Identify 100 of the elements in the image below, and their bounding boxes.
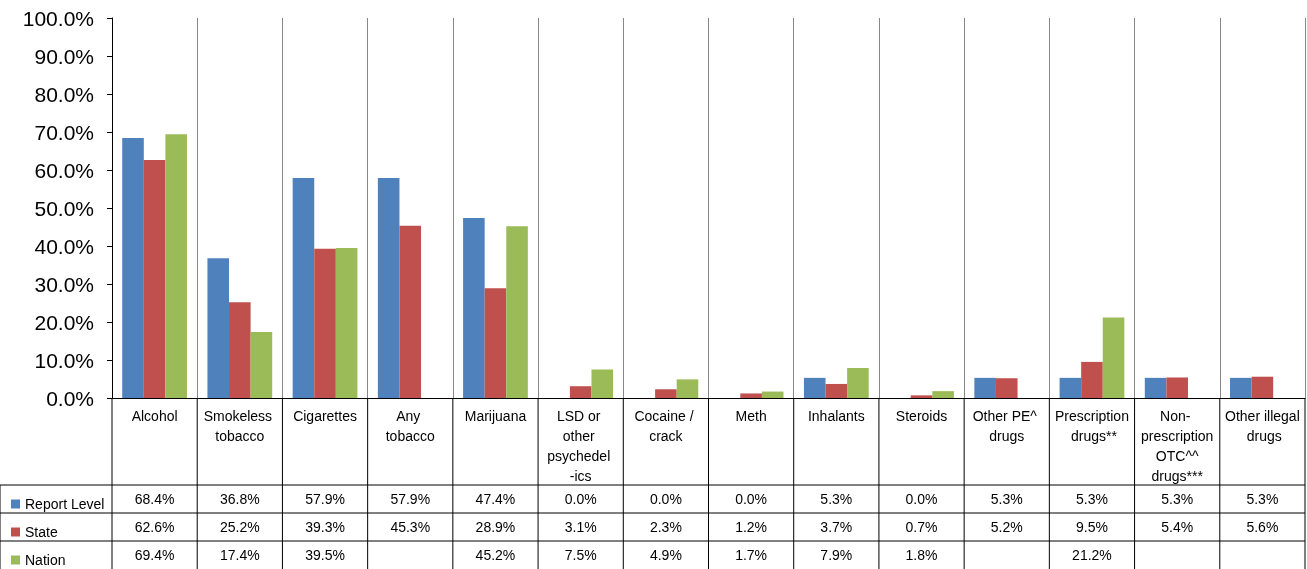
bar xyxy=(399,225,422,398)
data-label: 4.9% xyxy=(649,547,682,563)
data-label: 7.5% xyxy=(564,547,597,563)
x-tick-label: Smokeless tobacco xyxy=(203,408,276,444)
bar xyxy=(761,391,784,398)
y-tick-label: 90.0% xyxy=(34,44,94,68)
data-label: 47.4% xyxy=(475,491,516,507)
bar xyxy=(1166,377,1188,398)
y-tick-label: 80.0% xyxy=(34,82,94,106)
bar xyxy=(1144,377,1167,398)
data-label: 62.6% xyxy=(134,519,175,535)
data-label: 1.8% xyxy=(905,547,938,563)
bar xyxy=(569,386,592,398)
data-label: 0.0% xyxy=(649,491,682,507)
x-tick-label: Any tobacco xyxy=(385,408,435,444)
legend-label: Nation xyxy=(25,552,66,568)
bar xyxy=(803,377,826,398)
y-tick-label: 0.0% xyxy=(46,386,94,410)
x-tick-label: LSD or other psychedel -ics xyxy=(547,408,615,484)
y-tick-label: 70.0% xyxy=(34,120,94,144)
x-tick-label: Other illegal drugs xyxy=(1225,408,1300,444)
bar xyxy=(591,369,614,398)
data-label: 69.4% xyxy=(134,547,175,563)
data-label: 5.4% xyxy=(1161,519,1194,535)
data-label: 28.9% xyxy=(475,519,516,535)
data-label: 39.3% xyxy=(305,519,345,535)
data-label: 5.6% xyxy=(1246,519,1279,535)
data-label: 5.3% xyxy=(1076,491,1108,507)
data-label: 25.2% xyxy=(219,519,260,535)
x-tick-label: Non- prescription OTC^^ drugs*** xyxy=(1140,408,1214,484)
data-label: 2.3% xyxy=(649,519,682,535)
bar xyxy=(847,367,869,398)
x-tick-label: Inhalants xyxy=(807,408,865,424)
data-label: 5.3% xyxy=(1246,491,1279,507)
bar xyxy=(995,378,1018,398)
bar xyxy=(165,134,187,398)
bar xyxy=(974,377,996,398)
data-label: 0.0% xyxy=(905,491,938,507)
data-label: 3.1% xyxy=(564,519,597,535)
bar xyxy=(740,393,762,398)
data-label: 21.2% xyxy=(1072,547,1112,563)
data-label: 0.7% xyxy=(905,519,938,535)
bar xyxy=(506,226,528,398)
bar xyxy=(377,177,400,398)
bar xyxy=(676,379,699,398)
data-label: 1.2% xyxy=(735,519,768,535)
x-tick-label: Meth xyxy=(735,408,767,424)
data-label: 39.5% xyxy=(305,547,345,563)
bar xyxy=(314,248,336,398)
x-tick-label: Steroids xyxy=(895,408,948,424)
bar xyxy=(122,138,144,398)
bar xyxy=(484,288,507,398)
data-label: 45.2% xyxy=(475,547,516,563)
data-label: 0.0% xyxy=(564,491,597,507)
bar xyxy=(1230,377,1252,398)
bar xyxy=(335,247,358,398)
data-label: 3.7% xyxy=(820,519,853,535)
bar xyxy=(292,177,315,398)
bar xyxy=(463,217,485,398)
y-tick-label: 100.0% xyxy=(22,6,94,30)
x-tick-label: Other PE^ drugs xyxy=(972,408,1041,444)
bar xyxy=(1251,376,1274,398)
x-tick-label: Cigarettes xyxy=(293,408,357,424)
data-label: 5.2% xyxy=(990,519,1023,535)
data-label: 5.3% xyxy=(820,491,853,507)
y-tick-label: 10.0% xyxy=(34,348,94,372)
bar xyxy=(1059,377,1082,398)
bar xyxy=(655,389,677,398)
data-label: 45.3% xyxy=(390,519,431,535)
x-tick-label: Alcohol xyxy=(131,408,178,424)
data-label: 9.5% xyxy=(1076,519,1108,535)
bar xyxy=(1081,361,1103,398)
y-tick-label: 60.0% xyxy=(34,158,94,182)
x-tick-label: Prescription drugs** xyxy=(1055,408,1129,444)
data-label: 5.3% xyxy=(990,491,1023,507)
bar xyxy=(910,395,933,398)
bar xyxy=(825,383,848,398)
y-tick-label: 50.0% xyxy=(34,196,94,220)
bar xyxy=(932,391,954,398)
bar xyxy=(229,302,251,398)
data-label: 7.9% xyxy=(820,547,853,563)
x-tick-label: Marijuana xyxy=(464,408,527,424)
data-label: 57.9% xyxy=(390,491,431,507)
y-tick-label: 30.0% xyxy=(34,272,94,296)
y-tick-label: 40.0% xyxy=(34,234,94,258)
data-label: 1.7% xyxy=(735,547,768,563)
legend-label: Report Level xyxy=(25,496,105,512)
bar xyxy=(143,160,166,398)
y-tick-label: 20.0% xyxy=(34,310,94,334)
data-label: 68.4% xyxy=(134,491,175,507)
x-tick-label: Cocaine / crack xyxy=(634,408,698,444)
bar xyxy=(1102,317,1125,398)
data-label: 36.8% xyxy=(219,491,260,507)
bar xyxy=(250,331,273,398)
bar xyxy=(207,258,230,398)
data-label: 0.0% xyxy=(735,491,768,507)
data-label: 17.4% xyxy=(219,547,260,563)
data-label: 57.9% xyxy=(305,491,345,507)
legend-label: State xyxy=(25,524,58,540)
data-label: 5.3% xyxy=(1161,491,1194,507)
